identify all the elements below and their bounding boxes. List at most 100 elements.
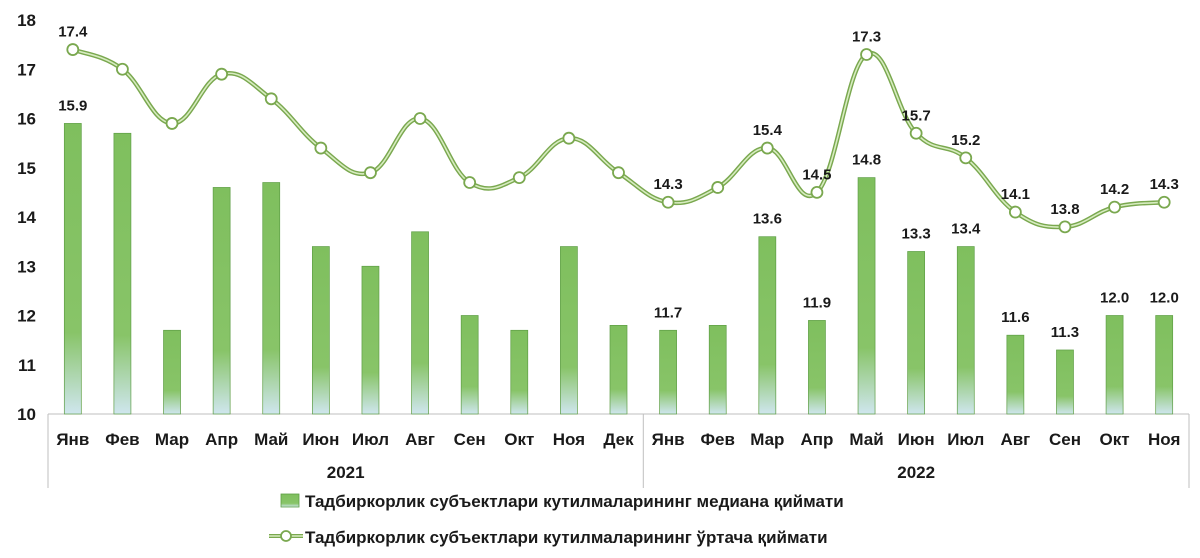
y-tick-label: 11 xyxy=(18,356,36,375)
line-point xyxy=(215,67,229,81)
y-tick-label: 14 xyxy=(17,208,36,227)
x-tick-label: Ноя xyxy=(553,430,585,449)
x-tick-label: Сен xyxy=(454,430,486,449)
line-point xyxy=(463,176,477,189)
bar-data-label: 11.9 xyxy=(803,294,831,311)
bar xyxy=(1155,315,1174,415)
x-group-label: 2021 xyxy=(327,463,365,482)
line-data-label: 15.7 xyxy=(902,107,931,124)
bar xyxy=(857,177,876,415)
bar xyxy=(808,320,826,415)
bar xyxy=(956,246,975,415)
line-point xyxy=(1058,220,1072,234)
bar xyxy=(361,265,380,415)
data-labels: 15.9 11.7 13.6 11.9 14.8 13.3 13.4 11.6 11.3 12.0… xyxy=(58,24,1179,341)
bar xyxy=(708,325,727,415)
bar xyxy=(1056,349,1074,415)
x-tick-label: Ноя xyxy=(1148,430,1180,449)
line-point xyxy=(264,92,278,106)
line-data-label: 15.2 xyxy=(951,132,980,149)
bar xyxy=(609,325,628,415)
bar xyxy=(907,251,926,415)
bar xyxy=(1006,334,1025,415)
line-point xyxy=(314,141,328,155)
x-tick-label: Окт xyxy=(1100,430,1130,449)
line-point xyxy=(909,126,923,140)
bar xyxy=(63,123,82,415)
bar-data-label: 14.8 xyxy=(852,152,881,169)
bar-data-label: 13.3 xyxy=(902,225,931,242)
line-data-label: 14.3 xyxy=(654,176,683,193)
x-tick-label: Июл xyxy=(352,430,389,449)
line-point xyxy=(165,117,179,130)
x-tick-label: Апр xyxy=(205,430,238,449)
line-point xyxy=(760,141,774,155)
line-data-label: 14.1 xyxy=(1001,186,1030,203)
bar xyxy=(212,187,231,415)
bar xyxy=(758,236,777,415)
legend-line-label: Тадбиркорлик субъектлари кутилмаларининг… xyxy=(305,528,828,547)
bar xyxy=(311,246,330,415)
line-point xyxy=(413,112,427,125)
x-tick-label: Янв xyxy=(652,430,685,449)
x-tick-label: Фев xyxy=(701,430,735,449)
x-tick-label: Авг xyxy=(1000,430,1030,449)
y-tick-label: 15 xyxy=(17,159,36,178)
line-point xyxy=(612,166,625,180)
axes: 10 11 12 13 14 15 16 17 18 Янв Фев Мар Апр Май Июн Июл А… xyxy=(17,11,1190,488)
bar xyxy=(1105,315,1124,415)
x-tick-label: Сен xyxy=(1049,430,1081,449)
line-point xyxy=(959,151,973,165)
x-tick-label: Мар xyxy=(750,430,784,449)
bar xyxy=(659,329,677,415)
line-series xyxy=(66,43,1171,234)
bar-data-label: 11.6 xyxy=(1001,309,1029,326)
bar xyxy=(510,329,529,415)
x-tick-label: Окт xyxy=(504,430,534,449)
bar-data-label: 12.0 xyxy=(1150,290,1179,307)
bar-data-label: 11.7 xyxy=(654,304,682,321)
bar-data-label: 13.4 xyxy=(951,221,981,238)
y-tick-label: 10 xyxy=(17,405,36,424)
line-point xyxy=(711,181,725,194)
y-tick-label: 13 xyxy=(17,257,36,276)
line-point xyxy=(661,195,675,209)
y-tick-label: 12 xyxy=(17,307,36,326)
x-tick-label: Июн xyxy=(898,430,935,449)
y-tick-label: 18 xyxy=(17,11,36,30)
legend: Тадбиркорлик субъектлари кутилмаларининг… xyxy=(269,492,844,547)
line-point xyxy=(66,43,80,56)
x-tick-label: Май xyxy=(849,430,883,449)
bar-data-label: 11.3 xyxy=(1051,324,1079,341)
bar-series xyxy=(63,123,1174,415)
bar xyxy=(460,315,479,415)
x-tick-label: Авг xyxy=(405,430,435,449)
bar-data-label: 15.9 xyxy=(58,97,87,114)
bar xyxy=(163,329,181,415)
bar-data-label: 13.6 xyxy=(753,211,782,228)
line-point xyxy=(810,185,824,199)
x-tick-label: Мар xyxy=(155,430,189,449)
line-data-label: 14.5 xyxy=(802,166,831,183)
line-point xyxy=(1008,205,1022,219)
x-tick-label: Июн xyxy=(302,430,339,449)
line-data-label: 14.2 xyxy=(1100,181,1129,198)
line-data-label: 15.4 xyxy=(753,122,783,139)
line-data-label: 17.4 xyxy=(58,24,88,41)
y-tick-label: 16 xyxy=(17,110,36,129)
y-tick-label: 17 xyxy=(17,60,36,79)
x-tick-label: Июл xyxy=(947,430,984,449)
line-data-label: 14.3 xyxy=(1150,176,1179,193)
bar xyxy=(113,132,132,415)
line-point xyxy=(364,166,377,180)
line-data-label: 17.3 xyxy=(852,28,881,45)
x-tick-label: Янв xyxy=(56,430,89,449)
line-point xyxy=(116,62,129,76)
line-point xyxy=(1108,200,1121,214)
line-point xyxy=(1157,195,1171,209)
legend-line-marker xyxy=(280,530,292,542)
x-group-label: 2022 xyxy=(897,463,935,482)
bar xyxy=(262,182,281,415)
line-point xyxy=(562,131,576,145)
